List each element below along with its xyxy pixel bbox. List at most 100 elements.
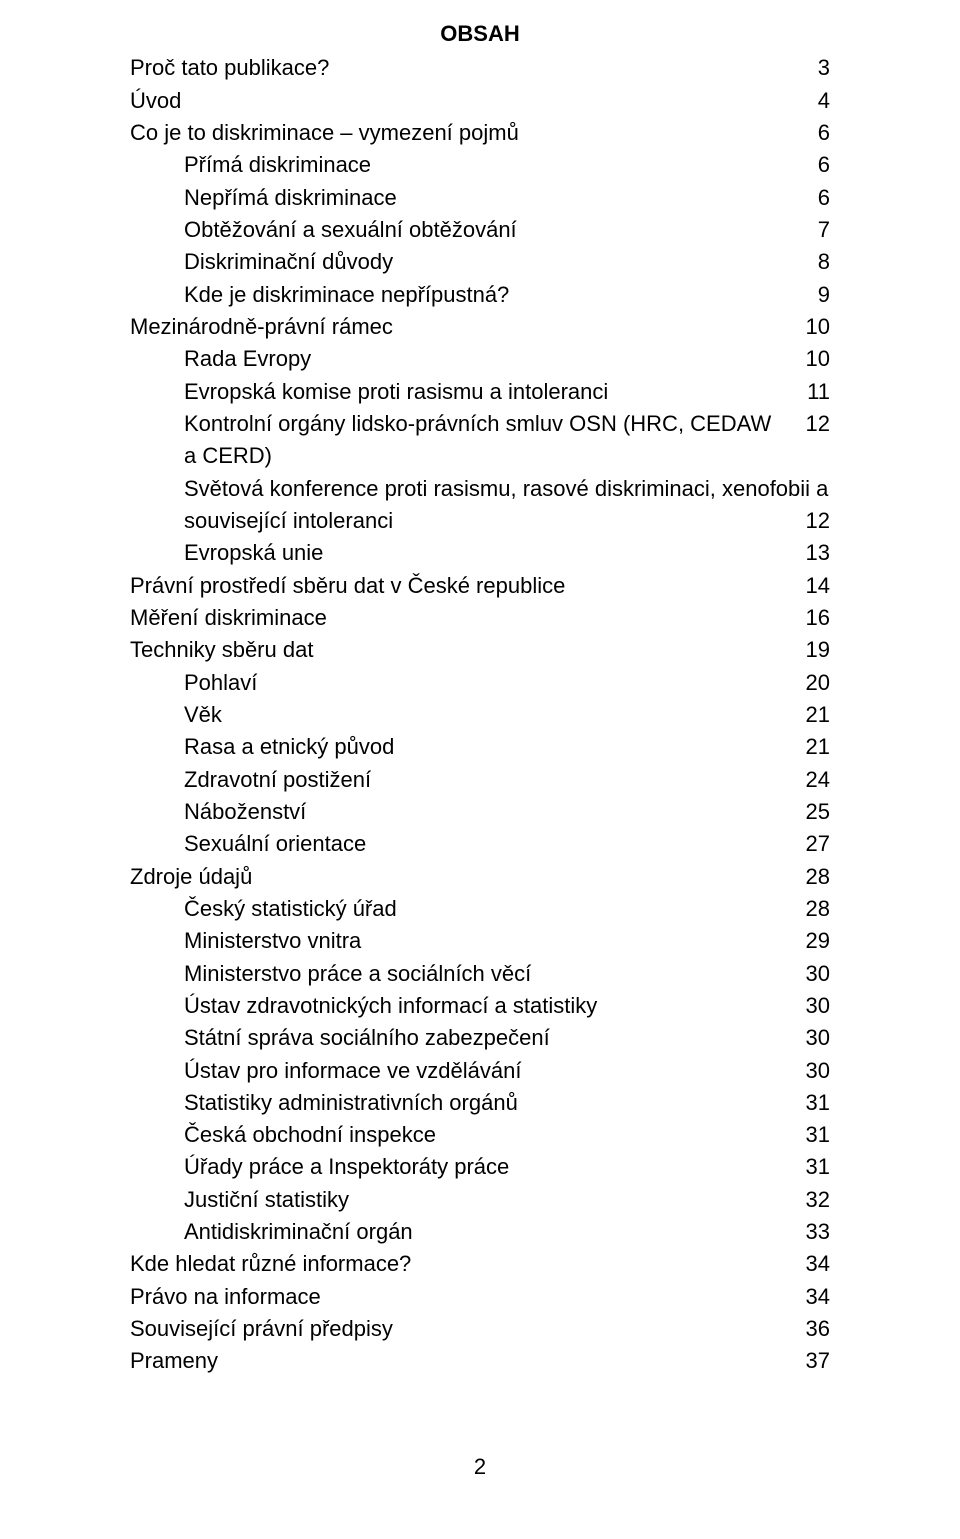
toc-entry-label: Obtěžování a sexuální obtěžování — [184, 214, 798, 246]
toc-entry-label: Nepřímá diskriminace — [184, 182, 798, 214]
toc-entry-page: 30 — [786, 990, 830, 1022]
toc-entry-page: 16 — [786, 602, 830, 634]
toc-entry-label: Sexuální orientace — [184, 828, 786, 860]
toc-entry-page: 6 — [798, 117, 830, 149]
toc-entry: Ústav pro informace ve vzdělávání 30 — [130, 1055, 830, 1087]
toc-entry-page: 13 — [786, 537, 830, 569]
toc-entry: Měření diskriminace 16 — [130, 602, 830, 634]
toc-entry-label: Český statistický úřad — [184, 893, 786, 925]
toc-entry-label: Právo na informace — [130, 1281, 786, 1313]
toc-entry: Diskriminační důvody 8 — [130, 246, 830, 278]
toc-entry: Kde hledat různé informace? 34 — [130, 1248, 830, 1280]
toc-entry: Rasa a etnický původ 21 — [130, 731, 830, 763]
toc-entry-label: Proč tato publikace? — [130, 52, 798, 84]
toc-entry-page: 30 — [786, 958, 830, 990]
toc-entry: Úřady práce a Inspektoráty práce 31 — [130, 1151, 830, 1183]
toc-entry: Přímá diskriminace 6 — [130, 149, 830, 181]
toc-entry-label: Státní správa sociálního zabezpečení — [184, 1022, 786, 1054]
toc-entry-label: Rasa a etnický původ — [184, 731, 786, 763]
toc-entry: Náboženství 25 — [130, 796, 830, 828]
toc-entry: Nepřímá diskriminace 6 — [130, 182, 830, 214]
toc-entry-page: 28 — [786, 893, 830, 925]
toc-entry-page: 21 — [786, 731, 830, 763]
toc-entry: Evropská unie 13 — [130, 537, 830, 569]
toc-entry-page: 3 — [798, 52, 830, 84]
toc-entry-label: Právní prostředí sběru dat v České repub… — [130, 570, 786, 602]
toc-entry-page: 14 — [786, 570, 830, 602]
toc-entry-label: Kontrolní orgány lidsko-právních smluv O… — [184, 408, 786, 473]
toc-entry-label: Ministerstvo práce a sociálních věcí — [184, 958, 786, 990]
toc-entry: Mezinárodně-právní rámec 10 — [130, 311, 830, 343]
toc-entry-label: Prameny — [130, 1345, 786, 1377]
toc-entry-page: 30 — [786, 1022, 830, 1054]
toc-entry-page: 34 — [786, 1248, 830, 1280]
toc-entry: Věk 21 — [130, 699, 830, 731]
toc-entry: Právní prostředí sběru dat v České repub… — [130, 570, 830, 602]
toc-entry-page: 6 — [798, 182, 830, 214]
toc-entry-page: 24 — [786, 764, 830, 796]
toc-entry: Pohlaví 20 — [130, 667, 830, 699]
toc-entry: Kontrolní orgány lidsko-právních smluv O… — [130, 408, 830, 473]
toc-entry-label: Rada Evropy — [184, 343, 786, 375]
toc-entry-label: Ústav zdravotnických informací a statist… — [184, 990, 786, 1022]
toc-entry-label: Náboženství — [184, 796, 786, 828]
toc-entry: Justiční statistiky 32 — [130, 1184, 830, 1216]
toc-entry-label: Související právní předpisy — [130, 1313, 786, 1345]
toc-entry-label: Justiční statistiky — [184, 1184, 786, 1216]
toc-entry-page: 31 — [786, 1151, 830, 1183]
toc-entry-label: související intoleranci — [184, 505, 786, 537]
toc-entry: Ústav zdravotnických informací a statist… — [130, 990, 830, 1022]
toc-entry-page: 11 — [787, 376, 830, 408]
page-number: 2 — [0, 1451, 960, 1483]
toc-entry: Ministerstvo vnitra 29 — [130, 925, 830, 957]
toc-entry: Obtěžování a sexuální obtěžování 7 — [130, 214, 830, 246]
toc-entry-label: Kde je diskriminace nepřípustná? — [184, 279, 798, 311]
toc-entry: Česká obchodní inspekce 31 — [130, 1119, 830, 1151]
toc-entry: Zdravotní postižení 24 — [130, 764, 830, 796]
toc-entry-page: 21 — [786, 699, 830, 731]
toc-entry-label: Antidiskriminační orgán — [184, 1216, 786, 1248]
toc-entry-page: 10 — [786, 311, 830, 343]
toc-title: OBSAH — [130, 18, 830, 50]
toc-entry: Zdroje údajů 28 — [130, 861, 830, 893]
toc-entry-label: Přímá diskriminace — [184, 149, 798, 181]
toc-entry-label: Pohlaví — [184, 667, 786, 699]
toc-entry-page: 6 — [798, 149, 830, 181]
toc-entry: Český statistický úřad 28 — [130, 893, 830, 925]
toc-entry-page: 19 — [786, 634, 830, 666]
toc-entry-label: Mezinárodně-právní rámec — [130, 311, 786, 343]
toc-entry: související intoleranci 12 — [130, 505, 830, 537]
toc-entry-page: 10 — [786, 343, 830, 375]
toc-entry: Prameny 37 — [130, 1345, 830, 1377]
toc-entry-page: 8 — [798, 246, 830, 278]
toc-entry-label: Ústav pro informace ve vzdělávání — [184, 1055, 786, 1087]
toc-entry-page: 25 — [786, 796, 830, 828]
toc-entry-label: Techniky sběru dat — [130, 634, 786, 666]
toc-entry-page: 7 — [798, 214, 830, 246]
toc-entry: Evropská komise proti rasismu a intolera… — [130, 376, 830, 408]
toc-entry: Související právní předpisy 36 — [130, 1313, 830, 1345]
toc-entry: Ministerstvo práce a sociálních věcí 30 — [130, 958, 830, 990]
toc-entry-page: 12 — [786, 505, 830, 537]
toc-entry-page: 12 — [786, 408, 830, 440]
toc-entry: Kde je diskriminace nepřípustná? 9 — [130, 279, 830, 311]
document-page: OBSAH Proč tato publikace? 3 Úvod 4 Co j… — [0, 0, 960, 1539]
toc-entry-label: Statistiky administrativních orgánů — [184, 1087, 786, 1119]
toc-entry-label: Zdravotní postižení — [184, 764, 786, 796]
toc-entry-label: Věk — [184, 699, 786, 731]
toc-entry-page: 28 — [786, 861, 830, 893]
toc-entry-label: Měření diskriminace — [130, 602, 786, 634]
toc-entry-page: 27 — [786, 828, 830, 860]
toc-entry-label: Kde hledat různé informace? — [130, 1248, 786, 1280]
toc-entry: Úvod 4 — [130, 85, 830, 117]
toc-entry: Antidiskriminační orgán 33 — [130, 1216, 830, 1248]
toc-entry-page: 9 — [798, 279, 830, 311]
toc-entry-label: Česká obchodní inspekce — [184, 1119, 786, 1151]
toc-entry-page: 31 — [786, 1119, 830, 1151]
toc-entry-page: 29 — [786, 925, 830, 957]
toc-entry-page: 20 — [786, 667, 830, 699]
toc-entry-label: Úvod — [130, 85, 798, 117]
toc-entry-label: Evropská unie — [184, 537, 786, 569]
toc-entry-page: 33 — [786, 1216, 830, 1248]
toc-entry-page: 30 — [786, 1055, 830, 1087]
